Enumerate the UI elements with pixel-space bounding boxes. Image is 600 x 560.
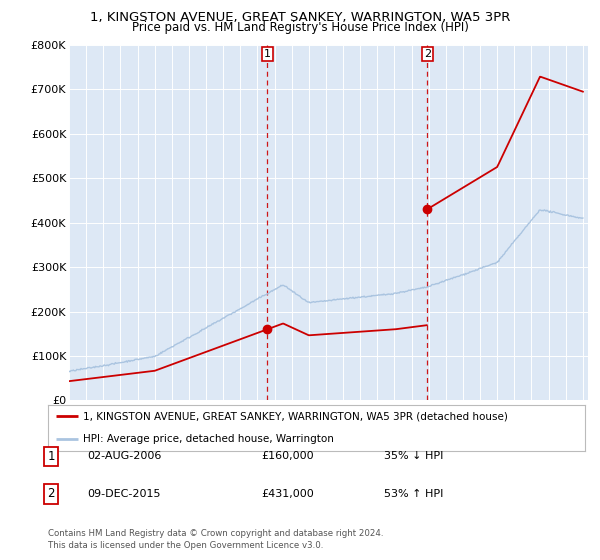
Text: 1: 1 bbox=[264, 49, 271, 59]
Text: 1: 1 bbox=[47, 450, 55, 463]
Text: 53% ↑ HPI: 53% ↑ HPI bbox=[384, 489, 443, 499]
Text: 2: 2 bbox=[424, 49, 431, 59]
Text: 02-AUG-2006: 02-AUG-2006 bbox=[87, 451, 161, 461]
Text: 1, KINGSTON AVENUE, GREAT SANKEY, WARRINGTON, WA5 3PR (detached house): 1, KINGSTON AVENUE, GREAT SANKEY, WARRIN… bbox=[83, 412, 508, 421]
Text: Price paid vs. HM Land Registry's House Price Index (HPI): Price paid vs. HM Land Registry's House … bbox=[131, 21, 469, 34]
Text: 09-DEC-2015: 09-DEC-2015 bbox=[87, 489, 161, 499]
Text: 35% ↓ HPI: 35% ↓ HPI bbox=[384, 451, 443, 461]
Text: £431,000: £431,000 bbox=[261, 489, 314, 499]
Text: 2: 2 bbox=[47, 487, 55, 501]
Text: HPI: Average price, detached house, Warrington: HPI: Average price, detached house, Warr… bbox=[83, 435, 334, 444]
Text: £160,000: £160,000 bbox=[261, 451, 314, 461]
Text: 1, KINGSTON AVENUE, GREAT SANKEY, WARRINGTON, WA5 3PR: 1, KINGSTON AVENUE, GREAT SANKEY, WARRIN… bbox=[90, 11, 510, 24]
Text: Contains HM Land Registry data © Crown copyright and database right 2024.
This d: Contains HM Land Registry data © Crown c… bbox=[48, 529, 383, 550]
